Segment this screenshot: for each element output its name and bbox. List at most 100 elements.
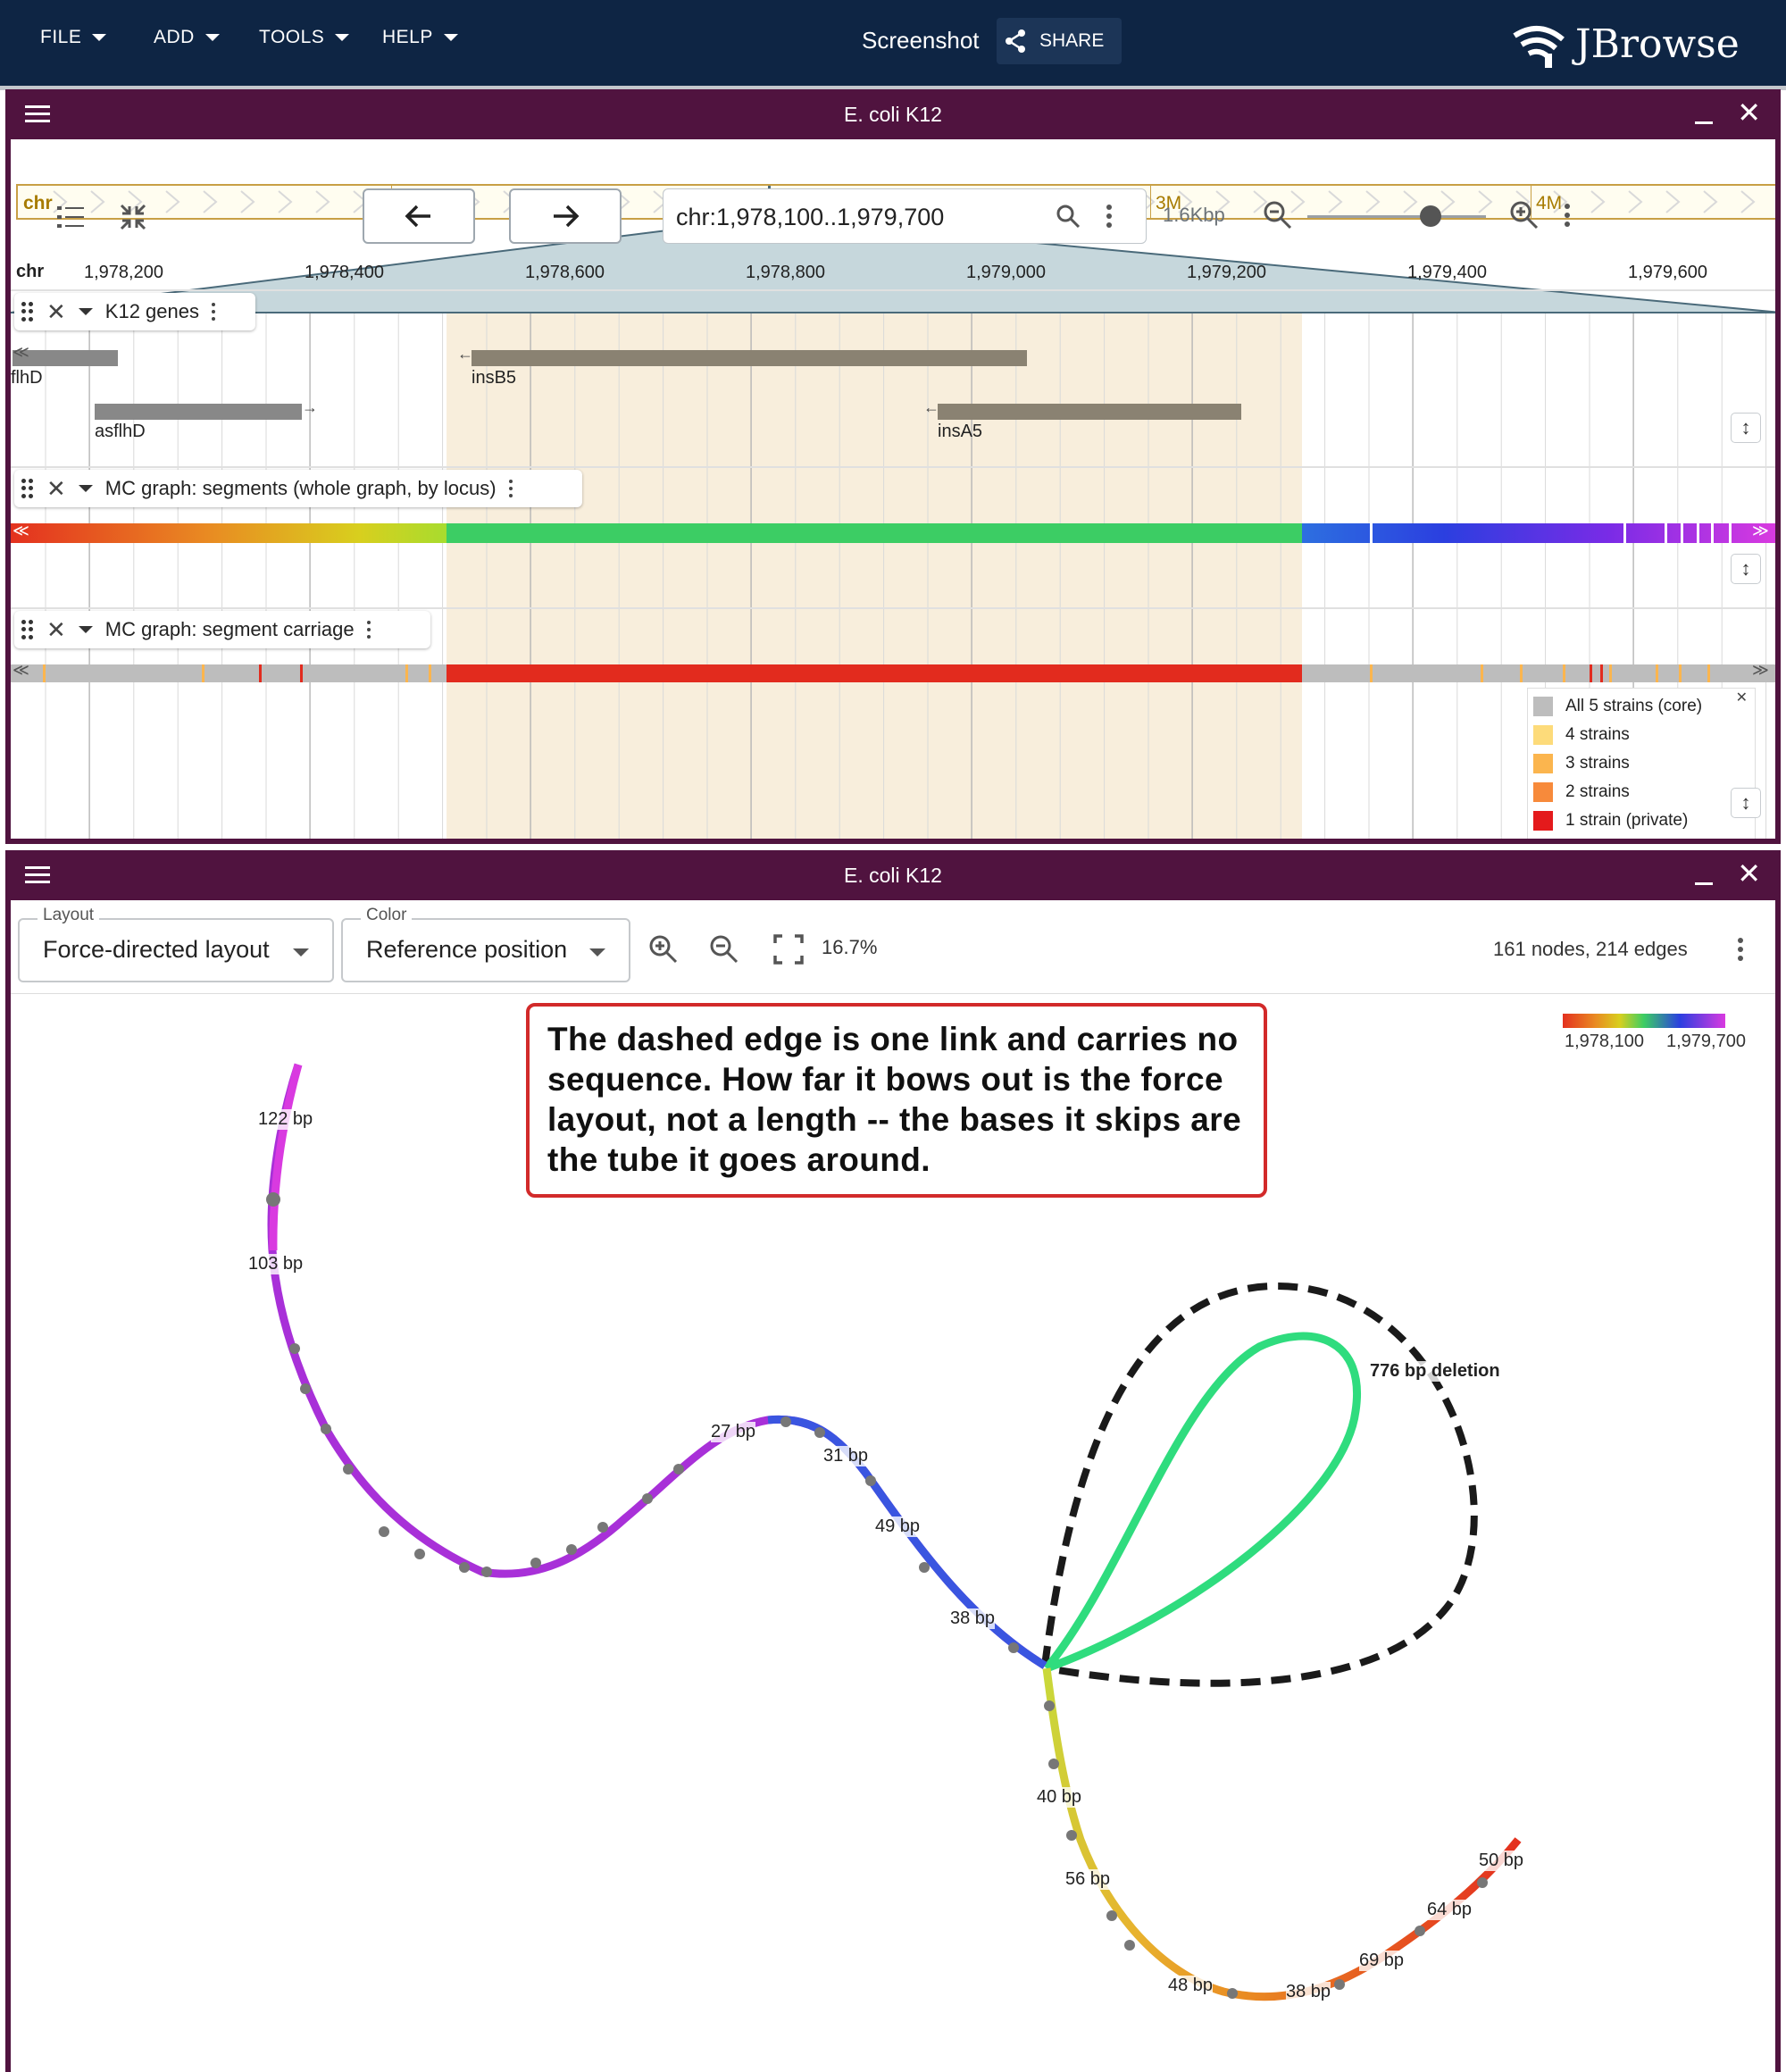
close-track-icon[interactable]: ✕ <box>46 474 66 502</box>
close-view-icon[interactable]: ✕ <box>1737 857 1761 890</box>
gene-label: insA5 <box>938 422 983 441</box>
menu-tools-label: TOOLS <box>259 27 325 47</box>
view-options-icon[interactable] <box>1563 202 1572 229</box>
color-select[interactable]: Color Reference position <box>341 906 630 982</box>
session-name[interactable]: Screenshot <box>862 27 980 54</box>
zoom-slider-thumb[interactable] <box>1420 205 1441 227</box>
menu-help-label: HELP <box>382 27 433 47</box>
share-button[interactable]: SHARE <box>997 18 1122 64</box>
zoom-in-icon[interactable] <box>1509 200 1540 230</box>
layout-select-label: Layout <box>38 906 100 925</box>
carriage-legend: ✕ All 5 strains (core) 4 strains 3 strai… <box>1527 688 1756 839</box>
legend-label: 1 strain (private) <box>1565 811 1689 830</box>
track-menu-icon[interactable] <box>212 303 215 321</box>
menu-add[interactable]: ADD <box>154 27 220 48</box>
close-view-icon[interactable]: ✕ <box>1737 96 1761 129</box>
legend-item: All 5 strains (core) <box>1533 692 1702 721</box>
ruler-ref-label: chr <box>16 262 45 281</box>
app-bar-divider <box>0 86 1786 90</box>
track-resize-icon[interactable]: ↕ <box>1731 413 1761 443</box>
zoom-slider[interactable] <box>1307 215 1486 218</box>
arrow-left-icon <box>405 205 430 228</box>
view-title: E. coli K12 <box>844 864 942 887</box>
close-legend-icon[interactable]: ✕ <box>1735 690 1748 706</box>
search-icon[interactable] <box>1055 203 1081 230</box>
track-label-segments: ✕ MC graph: segments (whole graph, by lo… <box>14 470 582 507</box>
minimize-icon[interactable] <box>1695 882 1713 885</box>
track-selector-icon[interactable] <box>55 202 86 232</box>
drag-handle-icon[interactable] <box>21 479 34 498</box>
scroll-right-button[interactable] <box>509 188 622 244</box>
overview-chevron <box>1665 190 1681 213</box>
track-divider <box>11 607 1775 609</box>
overview-chevron <box>203 190 218 213</box>
strand-arrow-icon: ≪ <box>13 343 29 361</box>
logo-text: JBrowse <box>1575 21 1740 67</box>
gene-feature-insb5[interactable] <box>472 350 1027 366</box>
menu-tools[interactable]: TOOLS <box>259 27 350 48</box>
overview-chevron <box>1628 190 1643 213</box>
track-resize-icon[interactable]: ↕ <box>1731 788 1761 818</box>
position-gradient-legend <box>1563 1014 1725 1028</box>
grid-lines <box>45 313 1767 839</box>
track-name: MC graph: segment carriage <box>104 618 355 640</box>
fit-to-view-icon[interactable] <box>773 934 804 965</box>
layout-select[interactable]: Layout Force-directed layout <box>18 906 334 982</box>
overview-chevron <box>1215 190 1231 213</box>
ruler-tick-label: 1,979,400 <box>1407 263 1487 282</box>
scroll-left-button[interactable] <box>363 188 475 244</box>
arrow-right-icon <box>554 205 580 228</box>
chevron-down-icon[interactable] <box>78 485 93 492</box>
location-search-input[interactable]: chr:1,978,100..1,979,700 <box>663 188 1147 244</box>
segments-gradient-bar[interactable] <box>11 523 1775 543</box>
chevron-down-icon <box>92 34 107 41</box>
zoom-out-icon[interactable] <box>709 934 739 965</box>
gene-feature-insa5[interactable] <box>938 404 1241 420</box>
gradient-start-label: 1,978,100 <box>1565 1032 1644 1051</box>
overview-chevron <box>1740 190 1756 213</box>
gene-label: insB5 <box>472 368 517 388</box>
linear-view-body: chr 1M 2M 3M 4M chr:1,978,100. <box>11 139 1775 839</box>
menu-file[interactable]: FILE <box>40 27 107 48</box>
collapse-icon[interactable] <box>118 202 148 232</box>
gradient-end-label: 1,979,700 <box>1666 1032 1746 1051</box>
drag-handle-icon[interactable] <box>21 302 34 322</box>
track-resize-icon[interactable]: ↕ <box>1731 554 1761 584</box>
graph-options-icon[interactable] <box>1736 936 1745 963</box>
view-menu-icon[interactable] <box>25 866 50 884</box>
chevron-down-icon <box>293 948 309 957</box>
view-menu-icon[interactable] <box>25 105 50 123</box>
legend-label: 4 strains <box>1565 725 1630 744</box>
more-vert-icon[interactable] <box>1105 203 1114 230</box>
location-value: chr:1,978,100..1,979,700 <box>676 204 945 230</box>
zoom-out-icon[interactable] <box>1263 200 1293 230</box>
track-divider <box>11 289 1775 291</box>
toolbar-divider <box>11 993 1775 994</box>
minimize-icon[interactable] <box>1695 121 1713 124</box>
gene-feature-asflhd[interactable] <box>95 404 302 420</box>
gene-label: asflhD <box>95 422 146 441</box>
chevron-down-icon[interactable] <box>78 626 93 633</box>
close-track-icon[interactable]: ✕ <box>46 615 66 643</box>
overview-chevron <box>315 190 330 213</box>
strand-arrow-icon: ← <box>457 345 473 363</box>
overview-tick-label: 4M <box>1536 193 1563 213</box>
zoom-level: 16.7% <box>822 936 878 958</box>
track-menu-icon[interactable] <box>366 621 371 639</box>
menu-add-label: ADD <box>154 27 195 47</box>
drag-handle-icon[interactable] <box>21 620 34 639</box>
span-label: 1.6Kbp <box>1163 204 1225 226</box>
zoom-in-icon[interactable] <box>648 934 679 965</box>
jbrowse-logo: JBrowse <box>1509 18 1740 70</box>
strand-arrow-icon: ≫ <box>1752 522 1769 539</box>
menu-help[interactable]: HELP <box>382 27 458 48</box>
gene-feature-flhd[interactable] <box>13 350 118 366</box>
legend-swatch <box>1533 697 1553 716</box>
track-menu-icon[interactable] <box>508 480 513 497</box>
layout-select-value: Force-directed layout <box>43 936 270 963</box>
legend-label: All 5 strains (core) <box>1565 697 1703 715</box>
chevron-down-icon[interactable] <box>78 308 93 315</box>
close-track-icon[interactable]: ✕ <box>46 297 66 325</box>
legend-item: 3 strains <box>1533 749 1702 778</box>
carriage-bar[interactable] <box>11 664 1775 682</box>
